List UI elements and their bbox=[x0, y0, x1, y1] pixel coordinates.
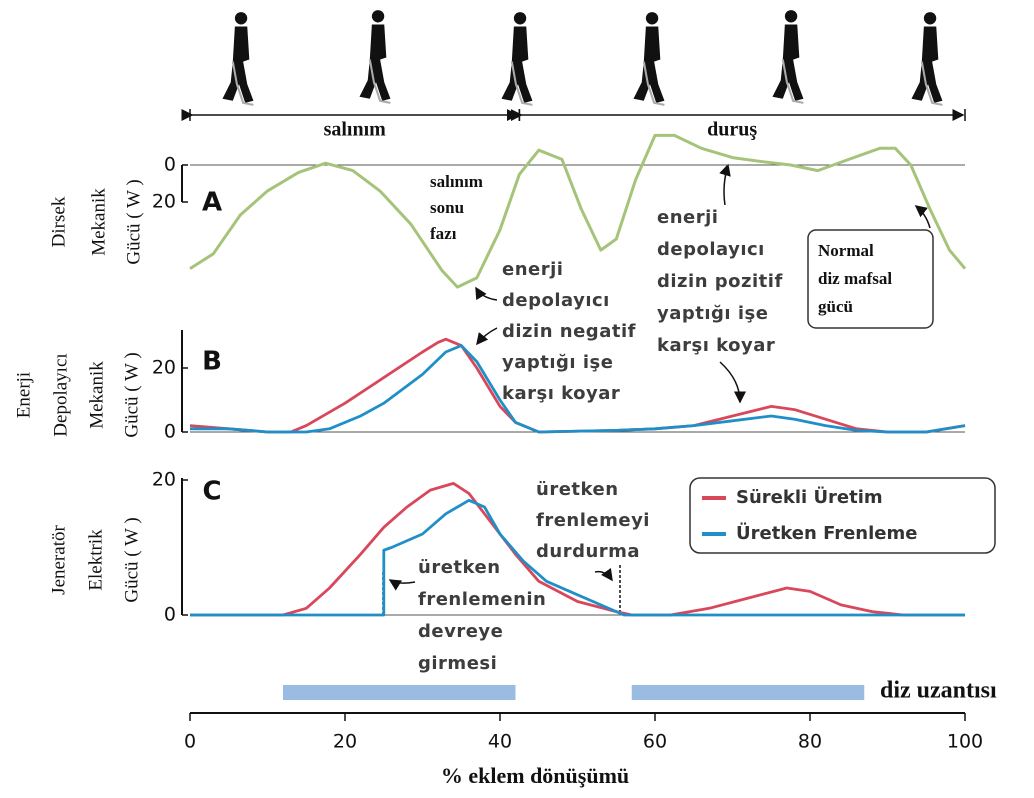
y-axis-label: Gücü ( W ) bbox=[121, 352, 142, 437]
annotation: frenlemenin bbox=[418, 589, 546, 610]
x-tick-label: 20 bbox=[333, 731, 357, 753]
annotation: depolayıcı bbox=[502, 290, 610, 311]
legend-label: Sürekli Üretim bbox=[736, 486, 883, 508]
x-tick-label: 0 bbox=[184, 731, 196, 753]
y-axis-label: Gücü ( W ) bbox=[121, 517, 142, 602]
y-tick-label: 20 bbox=[152, 469, 176, 491]
annotation: durdurma bbox=[536, 541, 640, 562]
annotation: frenlemeyi bbox=[536, 510, 650, 531]
phase-label: salınım bbox=[324, 119, 387, 141]
annotation: dizin negatif bbox=[502, 321, 636, 342]
data-line bbox=[190, 135, 965, 287]
phase-label: duruş bbox=[707, 119, 757, 141]
annotation: diz mafsal bbox=[818, 269, 892, 288]
x-tick-label: 40 bbox=[488, 731, 512, 753]
y-axis-label: Dirsek bbox=[48, 196, 69, 247]
y-tick-label: 0 bbox=[164, 604, 176, 626]
x-tick-label: 100 bbox=[947, 731, 983, 753]
annotation: fazı bbox=[430, 224, 457, 243]
y-axis-label: Mekanik bbox=[88, 188, 109, 256]
x-tick-label: 80 bbox=[798, 731, 822, 753]
annotation: üretken bbox=[418, 557, 501, 578]
annotation: yaptığı işe bbox=[502, 352, 613, 373]
annotation: enerji bbox=[502, 259, 563, 280]
x-tick-label: 60 bbox=[643, 731, 667, 753]
annotation: sonu bbox=[430, 198, 464, 217]
annotation: salınım bbox=[430, 172, 483, 191]
annotation: girmesi bbox=[418, 653, 497, 674]
panel-letter: B bbox=[202, 347, 222, 377]
annotation: gücü bbox=[818, 297, 853, 316]
annotation: dizin pozitif bbox=[657, 271, 783, 292]
y-axis-label: Depolayıcı bbox=[50, 353, 71, 436]
y-axis-label: Mekanik bbox=[86, 361, 107, 429]
y-axis-label: Gücü ( W ) bbox=[123, 179, 144, 264]
x-axis-label: % eklem dönüşümü bbox=[441, 763, 629, 788]
walking-figures bbox=[222, 10, 942, 105]
panel-letter: C bbox=[202, 477, 221, 507]
annotation: karşı koyar bbox=[502, 383, 620, 404]
y-axis-label: Elektrik bbox=[85, 529, 106, 591]
annotation: depolayıcı bbox=[657, 239, 765, 260]
annotation: üretken bbox=[536, 479, 619, 500]
annotation: karşı koyar bbox=[657, 335, 775, 356]
knee-extension-bar bbox=[632, 685, 865, 700]
y-axis-label: Enerji bbox=[13, 372, 34, 418]
annotation: devreye bbox=[418, 621, 503, 642]
knee-extension-label: diz uzantısı bbox=[880, 678, 997, 704]
y-axis-label: Jeneratör bbox=[48, 525, 69, 595]
figure: salınım duruş 0 20 Dirsek Mekanik Gücü ( W ) As… bbox=[0, 0, 1034, 798]
annotation: Normal bbox=[818, 241, 874, 260]
y-tick-label: 20 bbox=[152, 191, 176, 213]
y-tick-label: 20 bbox=[152, 357, 176, 379]
y-tick-label: 0 bbox=[164, 154, 176, 176]
y-tick-label: 0 bbox=[164, 421, 176, 443]
knee-extension-bar bbox=[283, 685, 516, 700]
annotation: yaptığı işe bbox=[657, 303, 768, 324]
annotation: enerji bbox=[657, 207, 718, 228]
panel-letter: A bbox=[202, 188, 222, 218]
legend-label: Üretken Frenleme bbox=[736, 522, 917, 544]
